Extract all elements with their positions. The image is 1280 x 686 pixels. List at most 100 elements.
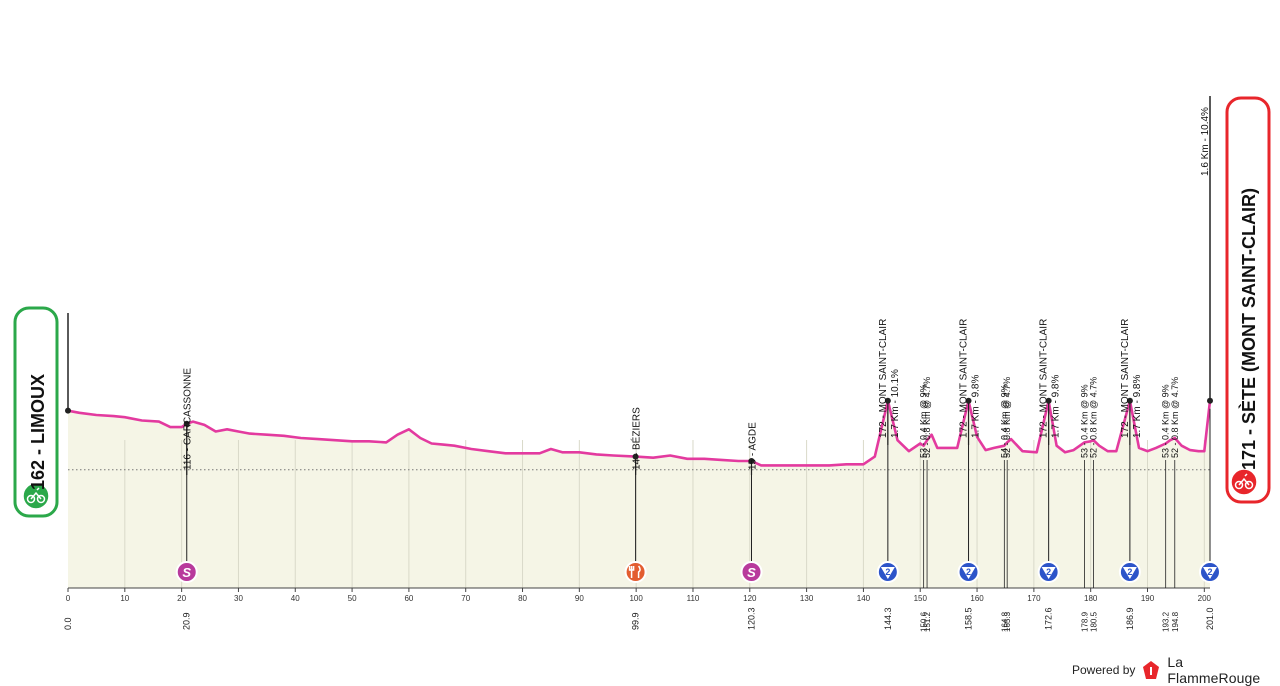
- x-tick-label: 0: [66, 594, 71, 603]
- sprint-letter: S: [182, 565, 191, 580]
- x-tick-label: 40: [291, 594, 300, 603]
- climb-dot: [1126, 397, 1133, 404]
- mountain-icon: [1122, 567, 1137, 579]
- x-tick-label: 30: [234, 594, 243, 603]
- x-tick-label: 140: [857, 594, 871, 603]
- minor-climb-label: 53 - 0.4 Km @ 9%: [1161, 384, 1171, 458]
- x-tick-label: 190: [1141, 594, 1155, 603]
- climb-km-label: 172.6: [1044, 607, 1054, 630]
- waypoint-km-label: 99.9: [631, 612, 641, 630]
- climb-category: 2: [1046, 567, 1051, 577]
- wheel: [36, 494, 46, 504]
- wheel: [1244, 480, 1254, 490]
- start-km-label: 0.0: [63, 617, 73, 630]
- sprint-icon: S: [740, 561, 763, 583]
- mountain-icon: [880, 567, 895, 579]
- minor-climb-km-label: 180.5: [1090, 611, 1099, 632]
- climb-category-icon: 2: [876, 561, 899, 583]
- waypoint-label: 15 - AGDE: [747, 422, 758, 470]
- finish-climb-label: 1.6 Km - 10.4%: [1200, 107, 1211, 176]
- climb-km-label: 186.9: [1125, 607, 1135, 630]
- minor-climb-label: 52 - 0.8 Km @ 4.7%: [922, 377, 932, 458]
- brand-text: La FlammeRouge: [1167, 654, 1261, 686]
- wheel: [26, 494, 36, 504]
- minor-climb-km-label: 150.6: [920, 611, 929, 632]
- mountain-icon: [1203, 567, 1217, 579]
- climb-km-label: 158.5: [964, 607, 974, 630]
- minor-climb-km-label: 194.8: [1171, 611, 1180, 632]
- x-tick-label: 90: [575, 594, 584, 603]
- x-tick-label: 70: [461, 594, 470, 603]
- start-bike-icon: [22, 482, 50, 510]
- x-tick-label: 180: [1084, 594, 1098, 603]
- x-tick-label: 80: [518, 594, 527, 603]
- climb-km-label: 144.3: [883, 607, 893, 630]
- mountain-icon: [1041, 567, 1056, 579]
- sprint-badge: [175, 561, 198, 583]
- climb-dot: [884, 397, 891, 404]
- finish-km-label: 201.0: [1205, 607, 1215, 630]
- climb-dot: [965, 397, 972, 404]
- climb-category-icon: 2: [1118, 561, 1141, 583]
- start-dot: [65, 407, 71, 414]
- climb-stats: 1.7 Km - 9.8%: [1051, 375, 1062, 438]
- climb-stats: 1.7 Km - 9.8%: [971, 375, 982, 438]
- bike-badge: [1230, 468, 1258, 496]
- minor-climb-km-label: 151.2: [923, 611, 932, 632]
- waypoint-km-label: 120.3: [746, 607, 756, 630]
- climb-name: 172 - MONT SAINT-CLAIR: [1120, 319, 1131, 438]
- climb-category-icon: 2: [1037, 561, 1060, 583]
- credit: Powered by La FlammeRouge: [1072, 654, 1280, 686]
- climb-category: 2: [966, 567, 971, 577]
- x-tick-label: 50: [348, 594, 357, 603]
- x-tick-label: 110: [687, 594, 700, 603]
- climb-category: 2: [1127, 567, 1132, 577]
- climb-category: 2: [885, 567, 890, 577]
- minor-climb-km-label: 178.9: [1080, 611, 1089, 632]
- minor-climb-km-label: 164.8: [1000, 611, 1009, 632]
- finish-label: 171 - SÈTE (MONT SAINT-CLAIR): [1238, 188, 1259, 470]
- x-tick-label: 100: [629, 594, 643, 603]
- start-box: [13, 306, 59, 518]
- minor-climb-label: 52 - 0.8 Km @ 4.7%: [1170, 377, 1180, 458]
- climb-name: 172 - MONT SAINT-CLAIR: [959, 319, 970, 438]
- wheel: [1234, 480, 1244, 490]
- minor-climb-label: 53 - 0.4 Km @ 9%: [919, 384, 929, 458]
- climb-category: 2: [1207, 567, 1212, 577]
- x-tick-label: 160: [970, 594, 984, 603]
- flame-logo-icon: [1143, 661, 1160, 679]
- waypoint-label: 14 - BÉZIERS: [630, 407, 643, 470]
- x-tick-label: 60: [404, 594, 413, 603]
- sprint-icon: S: [175, 561, 198, 583]
- feed-zone-icon: [624, 561, 647, 583]
- climb-stats: 1.7 Km - 10.1%: [890, 369, 901, 438]
- powered-by-text: Powered by: [1072, 663, 1136, 677]
- finish-box: [1225, 96, 1271, 504]
- bike-frame: [1238, 473, 1250, 486]
- waypoint-km-label: 20.9: [182, 612, 192, 630]
- mountain-icon: [961, 567, 976, 579]
- sprint-badge: [740, 561, 763, 583]
- x-tick-label: 130: [800, 594, 814, 603]
- climb-category-icon: 2: [1199, 561, 1221, 583]
- waypoint-label: 116 - CARCASSONNE: [183, 368, 194, 470]
- profile-fill: [68, 400, 1210, 588]
- sprint-letter: S: [747, 565, 756, 580]
- x-tick-label: 10: [120, 594, 129, 603]
- feed-zone-badge: [624, 561, 647, 583]
- climb-name: 172 - MONT SAINT-CLAIR: [1039, 319, 1050, 438]
- climb-stats: 1.7 Km - 9.8%: [1132, 375, 1143, 438]
- minor-climb-label: 52 - 0.8 Km @ 4.7%: [1089, 377, 1099, 458]
- x-tick-label: 200: [1198, 594, 1212, 603]
- finish-dot: [1207, 397, 1213, 404]
- climb-name: 172 - MONT SAINT-CLAIR: [878, 319, 889, 438]
- stage-profile-chart: 0 10 20 30 40 50 60 70 80 90 100 110 120 130 140 150 160…: [13, 96, 1271, 632]
- start-label: 162 - LIMOUX: [28, 374, 48, 490]
- climb-category-icon: 2: [957, 561, 980, 583]
- minor-climb-km-label: 193.2: [1162, 611, 1171, 632]
- x-tick-label: 20: [177, 594, 186, 603]
- minor-climb-label: 52 - 0.8 Km @ 4.7%: [1002, 377, 1012, 458]
- finish-bike-icon: [1230, 468, 1258, 496]
- x-tick-label: 120: [743, 594, 757, 603]
- x-tick-label: 150: [914, 594, 928, 603]
